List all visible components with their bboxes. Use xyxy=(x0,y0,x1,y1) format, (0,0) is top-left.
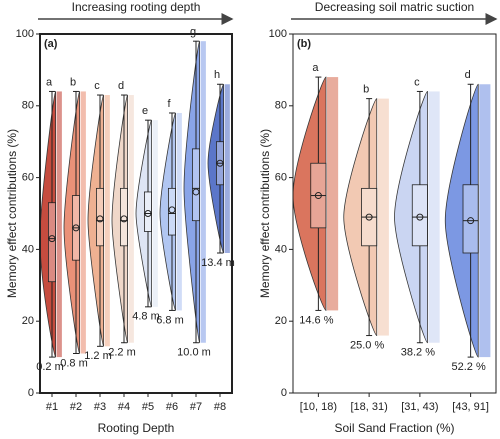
x-tick-label: #2 xyxy=(70,401,82,413)
x-tick-label: [31, 43) xyxy=(401,401,438,413)
scatter-cloud xyxy=(128,95,134,343)
scatter-cloud xyxy=(479,84,491,358)
box xyxy=(143,191,152,232)
y-tick-label: 20 xyxy=(275,315,287,327)
bottom-label: 14.6 % xyxy=(299,314,333,326)
plot-frame xyxy=(39,33,233,394)
x-tick-label: #8 xyxy=(214,401,226,413)
mean-marker xyxy=(314,192,322,200)
group-letter: h xyxy=(214,69,220,81)
y-tick-label: 100 xyxy=(16,28,34,40)
x-axis-title: Rooting Depth xyxy=(98,421,175,435)
mean-marker xyxy=(192,188,200,196)
mean-marker xyxy=(120,215,128,223)
x-tick-label: #3 xyxy=(94,401,106,413)
group-letter: d xyxy=(465,69,471,81)
scatter-cloud xyxy=(428,91,440,343)
box xyxy=(462,184,479,254)
x-tick-label: #5 xyxy=(142,401,154,413)
half-violin xyxy=(343,98,378,336)
y-tick-label: 0 xyxy=(281,387,287,399)
y-tick-label: 100 xyxy=(269,28,287,40)
x-tick-label: [10, 18) xyxy=(300,401,337,413)
bottom-label: 2.2 m xyxy=(108,347,136,359)
x-tick-label: [18, 31) xyxy=(350,401,387,413)
box xyxy=(411,184,428,247)
bottom-label: 13.4 m xyxy=(201,257,235,269)
scatter-cloud xyxy=(200,41,206,343)
mean-marker xyxy=(96,215,104,223)
group-letter: a xyxy=(312,62,319,74)
scatter-cloud xyxy=(176,112,182,311)
x-tick-label: #7 xyxy=(190,401,202,413)
group-letter: g xyxy=(190,26,196,38)
bottom-label: 52.2 % xyxy=(452,361,486,373)
x-tick-label: [43, 91] xyxy=(452,401,489,413)
x-tick-label: #1 xyxy=(46,401,58,413)
bottom-label: 6.8 m xyxy=(156,314,184,326)
mean-marker xyxy=(168,206,176,214)
box xyxy=(120,187,129,247)
scatter-cloud xyxy=(80,91,86,354)
box xyxy=(167,187,176,236)
box xyxy=(191,148,200,222)
group-letter: a xyxy=(46,76,53,88)
scatter-cloud xyxy=(104,95,110,347)
mean-marker xyxy=(416,213,424,221)
header-label: Increasing rooting depth xyxy=(72,0,201,14)
x-tick-label: #6 xyxy=(166,401,178,413)
y-axis-title: Memory effect contributions (%) xyxy=(258,129,272,298)
bottom-label: 0.8 m xyxy=(60,357,88,369)
y-tick-label: 40 xyxy=(275,243,287,255)
y-tick-label: 60 xyxy=(275,172,287,184)
x-axis-title: Soil Sand Fraction (%) xyxy=(334,421,454,435)
scatter-cloud xyxy=(377,98,389,336)
mean-marker xyxy=(467,217,475,225)
y-tick-label: 0 xyxy=(28,387,34,399)
mean-marker xyxy=(365,213,373,221)
group-letter: b xyxy=(70,76,76,88)
panel-label: (b) xyxy=(297,38,311,50)
group-letter: f xyxy=(167,98,171,110)
panel-label: (a) xyxy=(44,38,58,50)
bottom-label: 38.2 % xyxy=(401,347,435,359)
header-label: Decreasing soil matric suction xyxy=(315,0,474,14)
bottom-label: 10.0 m xyxy=(177,347,211,359)
y-tick-label: 80 xyxy=(275,100,287,112)
group-letter: c xyxy=(94,80,100,92)
group-letter: c xyxy=(414,76,420,88)
half-violin xyxy=(444,83,479,358)
bottom-label: 25.0 % xyxy=(350,339,384,351)
group-letter: d xyxy=(118,80,124,92)
y-tick-label: 40 xyxy=(22,243,34,255)
x-tick-label: #4 xyxy=(118,401,130,413)
scatter-cloud xyxy=(326,77,339,311)
y-tick-label: 80 xyxy=(22,100,34,112)
box xyxy=(48,202,57,283)
y-tick-label: 60 xyxy=(22,172,34,184)
scatter-cloud xyxy=(224,84,230,253)
mean-marker xyxy=(144,210,152,217)
y-axis-title: Memory effect contributions (%) xyxy=(5,129,19,298)
mean-marker xyxy=(216,159,224,167)
scatter-cloud xyxy=(56,91,62,358)
group-letter: e xyxy=(142,105,148,117)
bottom-label: 4.8 m xyxy=(132,311,160,323)
scatter-cloud xyxy=(152,120,158,307)
plot-frame xyxy=(292,33,497,394)
bottom-label: 1.2 m xyxy=(84,350,112,362)
mean-marker xyxy=(72,224,80,232)
half-violin xyxy=(394,91,428,344)
bottom-label: 0.2 m xyxy=(36,361,64,373)
group-letter: b xyxy=(363,84,369,96)
box xyxy=(96,187,105,247)
y-tick-label: 20 xyxy=(22,315,34,327)
mean-marker xyxy=(48,235,56,243)
